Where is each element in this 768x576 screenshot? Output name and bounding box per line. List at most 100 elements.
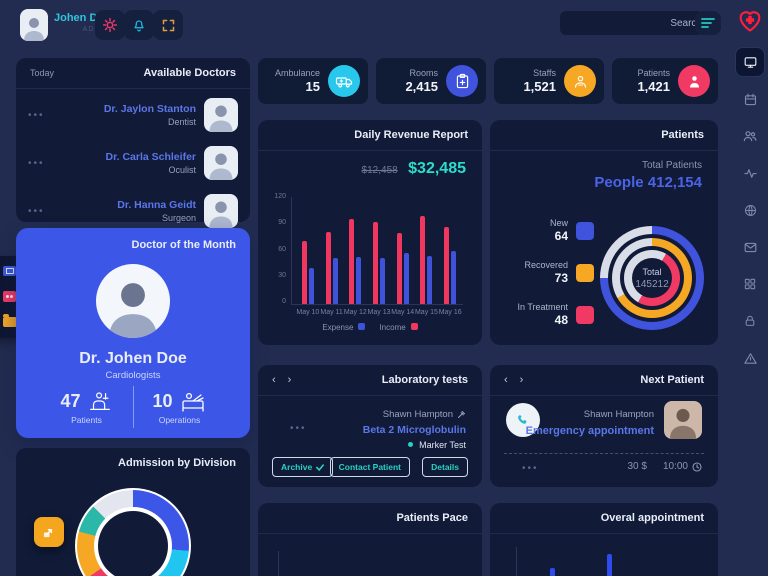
lab-tests-panel: ‹ › Laboratory tests ••• Shawn Hampton B… <box>258 365 482 487</box>
doctor-row[interactable]: ••• Dr. Jaylon Stanton Dentist <box>16 93 250 137</box>
next-patient-name[interactable]: Shawn Hampton <box>583 409 654 420</box>
expense-bar[interactable] <box>427 256 433 304</box>
appointment-bar[interactable] <box>607 554 612 576</box>
legend-value: 48 <box>554 313 568 328</box>
income-bar[interactable] <box>301 241 307 304</box>
bar-group[interactable]: May 16 <box>438 200 462 316</box>
divider <box>132 386 134 428</box>
patients-panel: Patients Total Patients People 412,154 N… <box>490 120 718 345</box>
expense-bar[interactable] <box>451 251 457 304</box>
search-bar[interactable] <box>560 11 704 35</box>
folder-icon[interactable] <box>3 314 17 327</box>
revenue-bar-chart[interactable]: May 10 May 11 May 12 May 13 May 14 May 15 May … <box>296 200 462 316</box>
legend-entry[interactable]: Income <box>379 323 418 332</box>
panel-title: Next Patient <box>640 374 704 386</box>
admission-panel: Admission by Division <box>16 448 250 576</box>
sidebar-item-calendar[interactable] <box>736 85 764 113</box>
doctor-row[interactable]: ••• Dr. Hanna Geidt Surgeon <box>16 189 250 233</box>
search-input[interactable] <box>568 16 704 30</box>
settings-button[interactable] <box>95 10 125 40</box>
doctor-of-month-specialty: Cardiologists <box>105 370 161 381</box>
operations-count: 10 <box>152 390 173 411</box>
admission-donut-chart[interactable] <box>77 490 189 576</box>
doctor-name[interactable]: Dr. Carla Schleifer <box>105 151 196 163</box>
appointment-type[interactable]: Emergency appointment <box>525 425 654 437</box>
stat-card-staffs[interactable]: Staffs 1,521 <box>494 58 604 104</box>
bar-group[interactable]: May 14 <box>391 200 415 316</box>
details-button[interactable]: Details <box>422 457 468 477</box>
expense-bar[interactable] <box>356 257 362 304</box>
bar-group[interactable]: May 15 <box>415 200 439 316</box>
expense-bar[interactable] <box>403 253 409 304</box>
archive-button[interactable]: Archive <box>272 457 334 477</box>
contact-patient-button[interactable]: Contact Patient <box>329 457 410 477</box>
more-options-icon[interactable]: ••• <box>28 205 45 217</box>
next-patient-panel: ‹ › Next Patient Shawn Hampton Emergency… <box>490 365 718 487</box>
income-bar[interactable] <box>420 216 426 304</box>
more-options-icon[interactable]: ••• <box>28 157 45 169</box>
expense-bar[interactable] <box>308 268 314 304</box>
bar-group[interactable]: May 13 <box>367 200 391 316</box>
patients-rings-chart[interactable]: Total 145212 <box>600 226 704 330</box>
doctor-row[interactable]: ••• Dr. Carla Schleifer Oculist <box>16 141 250 185</box>
stat-card-patients[interactable]: Patients 1,421 <box>612 58 718 104</box>
income-bar[interactable] <box>396 233 402 304</box>
income-bar[interactable] <box>373 222 379 304</box>
sidebar-item-security[interactable] <box>736 307 764 335</box>
sidebar-item-apps[interactable] <box>736 270 764 298</box>
call-button[interactable] <box>506 403 540 437</box>
lab-patient-name[interactable]: Shawn Hampton <box>382 409 453 420</box>
sidebar-item-patients[interactable] <box>736 122 764 150</box>
details-label: Details <box>431 462 459 472</box>
panel-title: Patients Pace <box>396 512 468 524</box>
user-avatar[interactable] <box>20 9 48 41</box>
orange-action-button[interactable] <box>34 517 64 547</box>
next-arrow[interactable]: › <box>519 374 524 386</box>
next-patient-avatar <box>664 401 702 439</box>
doctor-name[interactable]: Dr. Jaylon Stanton <box>103 103 196 115</box>
prev-arrow[interactable]: ‹ <box>504 374 508 386</box>
appointment-bar[interactable] <box>550 568 555 576</box>
lab-test-name[interactable]: Beta 2 Microglobulin <box>362 424 466 436</box>
more-options-icon[interactable]: ••• <box>522 463 539 474</box>
more-options-icon[interactable]: ••• <box>290 423 307 434</box>
expense-bar[interactable] <box>332 258 338 304</box>
stat-card-ambulance[interactable]: Ambulance 15 <box>258 58 368 104</box>
prev-arrow[interactable]: ‹ <box>272 374 276 386</box>
bar-group[interactable]: May 11 <box>320 200 344 316</box>
total-patients-value: People 412,154 <box>594 174 702 191</box>
stat-label: Ambulance <box>274 68 320 78</box>
doctor-name[interactable]: Dr. Hanna Geidt <box>117 199 196 211</box>
next-arrow[interactable]: › <box>287 374 292 386</box>
fullscreen-button[interactable] <box>153 10 183 40</box>
sidebar-item-activity[interactable] <box>736 159 764 187</box>
bar-group[interactable]: May 10 <box>296 200 320 316</box>
stat-card-rooms[interactable]: Rooms 2,415 <box>376 58 486 104</box>
doctor-specialty: Surgeon <box>161 213 196 223</box>
legend-label: New <box>549 218 568 228</box>
income-bar[interactable] <box>325 232 331 304</box>
medical-heart-logo[interactable] <box>736 6 764 34</box>
expense-bar[interactable] <box>380 258 386 304</box>
panel-title: Available Doctors <box>143 67 236 79</box>
available-doctors-panel: Today Available Doctors ••• Dr. Jaylon S… <box>16 58 250 228</box>
menu-lines-button[interactable] <box>695 11 721 35</box>
lock-icon <box>745 315 755 326</box>
gallery-icon[interactable] <box>3 291 16 302</box>
sidebar-item-alerts[interactable] <box>736 344 764 372</box>
doctor-specialty: Dentist <box>167 117 196 127</box>
bar-group[interactable]: May 12 <box>343 200 367 316</box>
marker-dot <box>407 442 413 447</box>
income-bar[interactable] <box>444 227 450 304</box>
overall-bar-chart[interactable] <box>550 546 698 576</box>
sidebar-item-dashboard[interactable] <box>736 48 764 76</box>
legend-entry[interactable]: Expense <box>322 323 366 332</box>
screen-icon[interactable] <box>3 266 16 276</box>
revenue-panel: Daily Revenue Report $12,458 $32,485 120… <box>258 120 482 345</box>
mail-icon <box>744 242 756 252</box>
sidebar-item-messages[interactable] <box>736 233 764 261</box>
sidebar-item-global[interactable] <box>736 196 764 224</box>
income-bar[interactable] <box>349 219 355 304</box>
more-options-icon[interactable]: ••• <box>28 109 45 121</box>
notifications-button[interactable] <box>124 10 154 40</box>
